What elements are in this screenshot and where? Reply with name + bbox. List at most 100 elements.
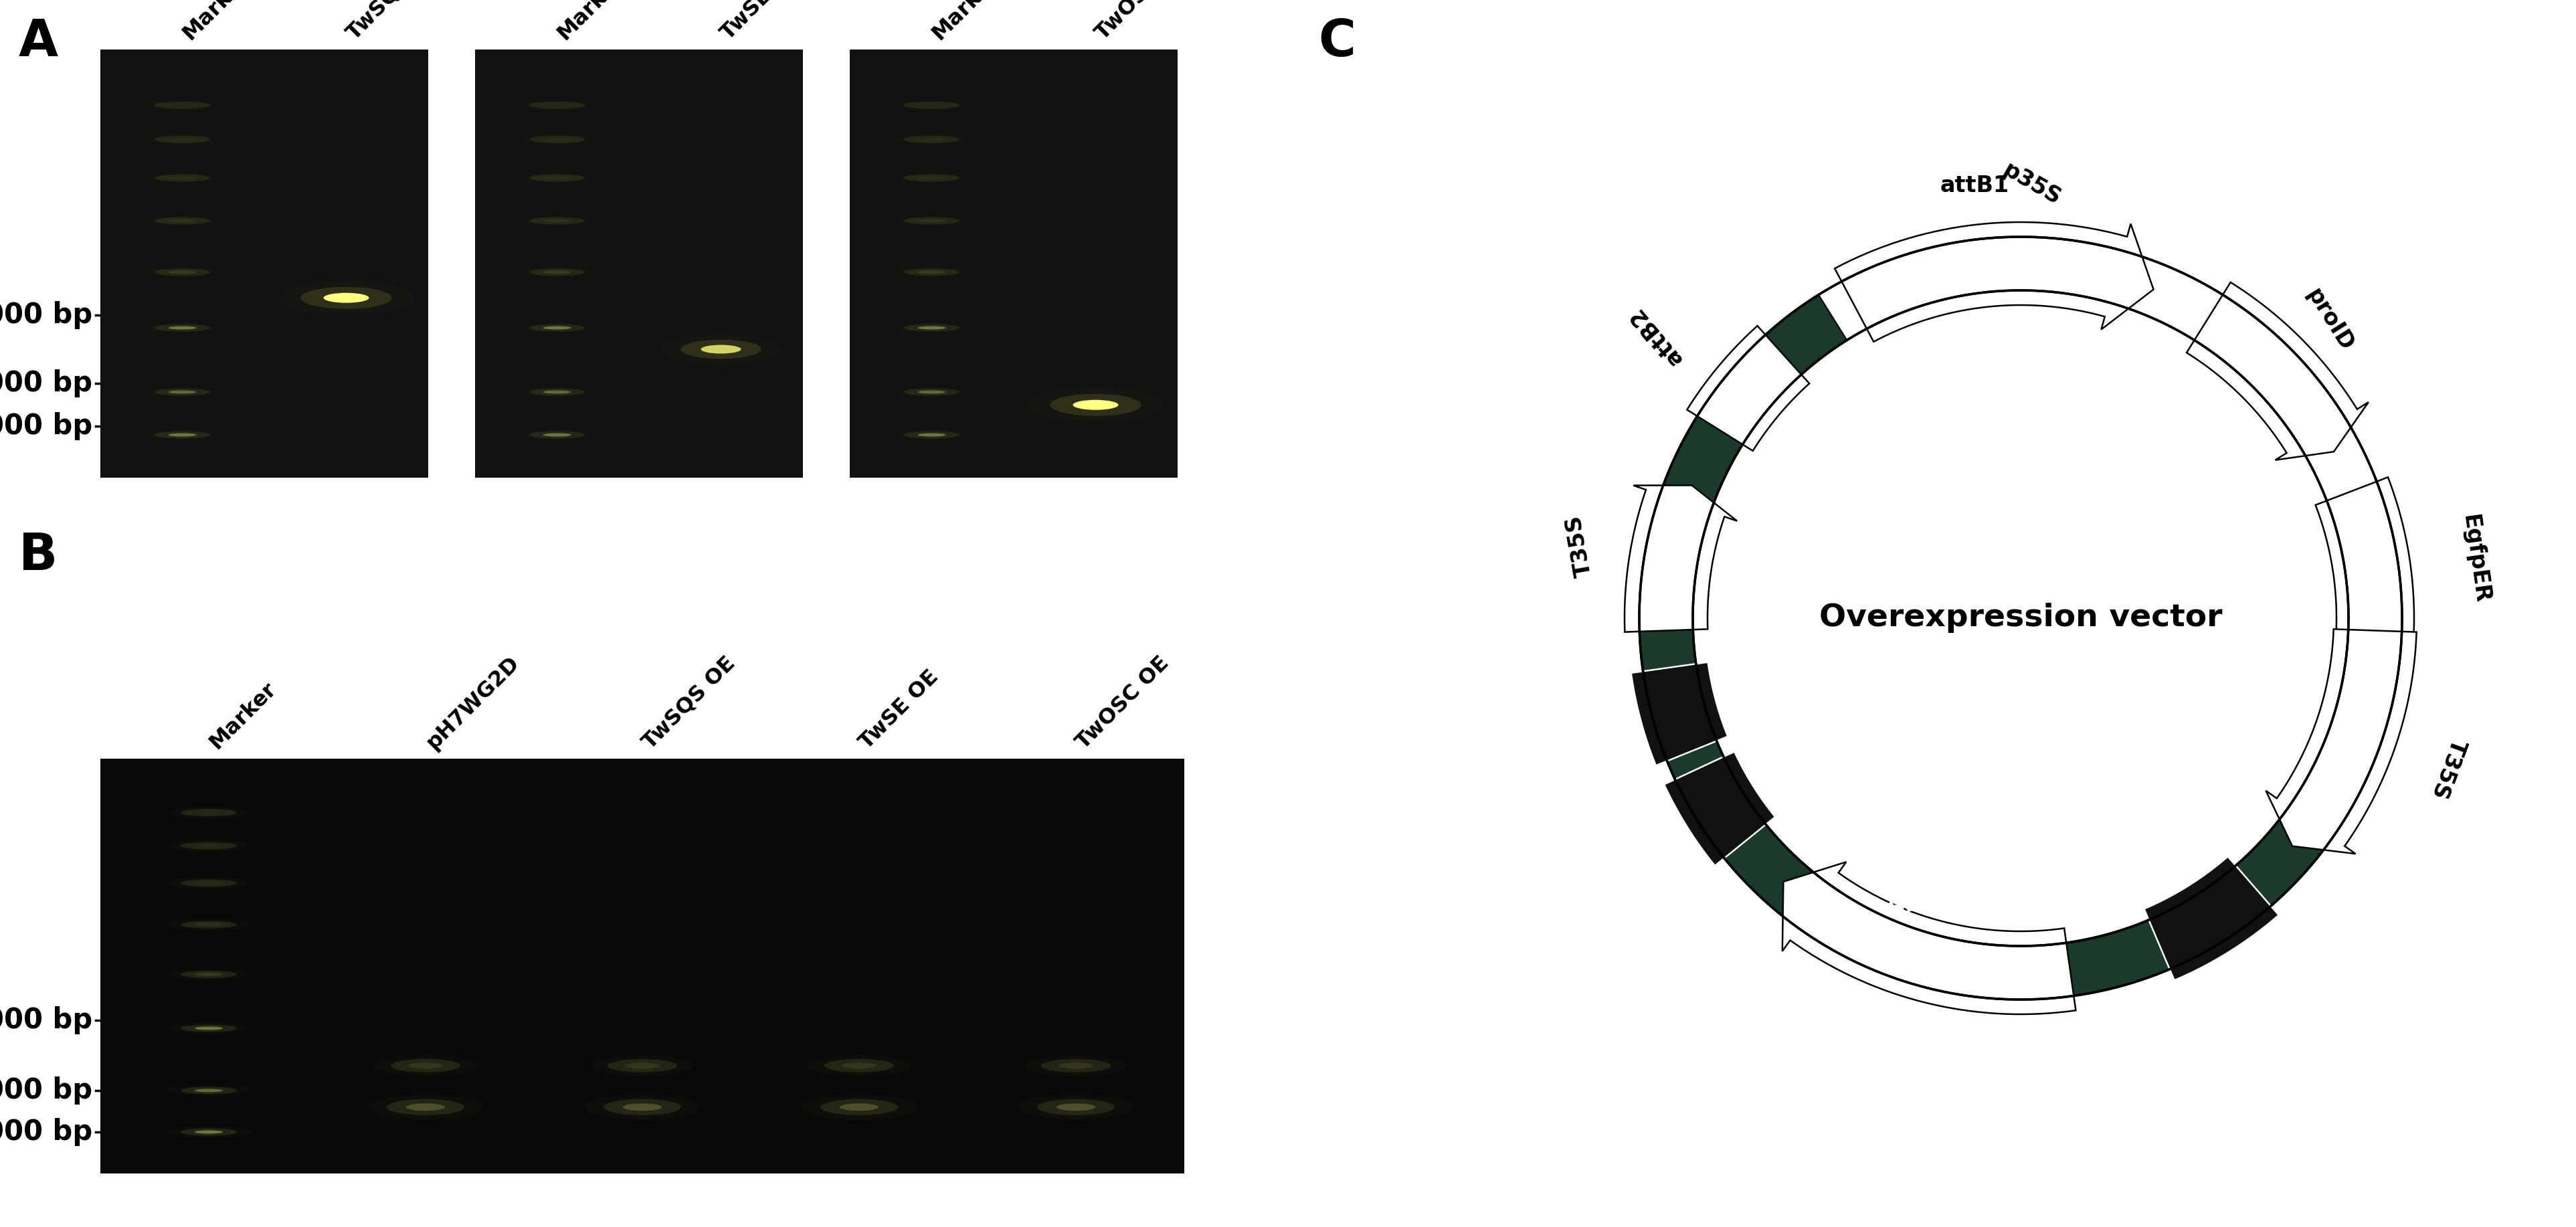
Ellipse shape [904, 324, 961, 331]
Ellipse shape [167, 103, 196, 107]
Ellipse shape [515, 387, 600, 398]
Text: TwSQS OE: TwSQS OE [343, 0, 443, 44]
Ellipse shape [1028, 388, 1164, 422]
Ellipse shape [917, 433, 945, 437]
Text: LB: LB [1754, 755, 1788, 794]
Ellipse shape [889, 321, 974, 334]
Bar [100, 758, 1185, 1173]
Ellipse shape [528, 269, 585, 276]
Ellipse shape [139, 429, 224, 440]
Ellipse shape [608, 1059, 677, 1072]
Ellipse shape [603, 1099, 680, 1115]
Text: 1000 bp: 1000 bp [0, 1006, 93, 1034]
Text: TwSQS OE: TwSQS OE [639, 653, 739, 753]
Ellipse shape [917, 137, 945, 141]
Ellipse shape [407, 1103, 446, 1110]
Ellipse shape [904, 269, 961, 276]
Ellipse shape [659, 334, 781, 364]
Ellipse shape [701, 345, 742, 353]
Text: 2000 bp: 2000 bp [0, 369, 93, 398]
Ellipse shape [278, 280, 415, 315]
Text: C: C [1319, 17, 1355, 67]
Text: TwSE OE: TwSE OE [855, 666, 943, 753]
Ellipse shape [904, 217, 961, 225]
Ellipse shape [167, 1022, 250, 1034]
Polygon shape [1664, 752, 1775, 866]
Ellipse shape [544, 433, 572, 437]
Ellipse shape [167, 806, 250, 818]
Text: 3000 bp: 3000 bp [0, 1118, 93, 1146]
Ellipse shape [917, 220, 945, 222]
Text: Marker: Marker [178, 0, 252, 44]
Ellipse shape [139, 321, 224, 334]
Ellipse shape [623, 1103, 662, 1110]
Bar [100, 49, 428, 477]
Ellipse shape [917, 326, 945, 330]
Text: EgfpER: EgfpER [2458, 513, 2494, 605]
Ellipse shape [180, 1087, 237, 1094]
Polygon shape [2143, 856, 2280, 980]
Ellipse shape [528, 102, 585, 109]
Ellipse shape [167, 433, 196, 437]
Ellipse shape [386, 1099, 464, 1115]
Ellipse shape [180, 921, 237, 929]
Text: A: A [18, 17, 59, 67]
Ellipse shape [167, 270, 196, 274]
Polygon shape [2316, 477, 2414, 653]
Ellipse shape [544, 137, 572, 141]
Polygon shape [1638, 237, 2401, 1000]
Ellipse shape [139, 387, 224, 398]
Ellipse shape [680, 340, 760, 358]
Text: proID: proID [2303, 285, 2357, 355]
Ellipse shape [180, 1129, 237, 1136]
Text: TwSE OE: TwSE OE [719, 0, 804, 44]
Ellipse shape [889, 215, 974, 227]
Ellipse shape [840, 1103, 878, 1110]
Text: B: B [18, 531, 57, 580]
Ellipse shape [1023, 1055, 1128, 1076]
Text: TwOSC OE: TwOSC OE [1072, 653, 1172, 753]
Ellipse shape [904, 102, 961, 109]
Ellipse shape [155, 217, 211, 225]
Polygon shape [1906, 226, 2004, 317]
Polygon shape [1819, 237, 2383, 517]
Ellipse shape [590, 1055, 696, 1076]
Text: T35S: T35S [1564, 513, 1595, 578]
Ellipse shape [167, 177, 196, 179]
Ellipse shape [904, 389, 961, 396]
Ellipse shape [544, 270, 572, 274]
Ellipse shape [806, 1055, 912, 1076]
Ellipse shape [528, 431, 585, 438]
Ellipse shape [585, 1094, 701, 1120]
Ellipse shape [904, 431, 961, 438]
Text: HYG: HYG [1718, 666, 1754, 723]
Ellipse shape [528, 174, 585, 182]
Ellipse shape [139, 215, 224, 227]
Ellipse shape [819, 1099, 899, 1115]
Ellipse shape [139, 172, 224, 184]
Text: TwOSC OE: TwOSC OE [1092, 0, 1193, 44]
Ellipse shape [917, 390, 945, 394]
Ellipse shape [528, 217, 585, 225]
Ellipse shape [368, 1094, 484, 1120]
Polygon shape [2267, 629, 2416, 854]
Text: Marker: Marker [554, 0, 629, 44]
Ellipse shape [180, 880, 237, 887]
Ellipse shape [155, 431, 211, 438]
Ellipse shape [155, 389, 211, 396]
Text: OE: OE [1868, 272, 1909, 306]
Ellipse shape [889, 99, 974, 110]
Ellipse shape [824, 1059, 894, 1072]
Ellipse shape [196, 1130, 222, 1134]
Ellipse shape [544, 326, 572, 330]
Text: 1000 bp: 1000 bp [0, 301, 93, 329]
Ellipse shape [515, 172, 600, 184]
Ellipse shape [155, 269, 211, 276]
Ellipse shape [889, 387, 974, 398]
Ellipse shape [1038, 1099, 1115, 1115]
Ellipse shape [544, 103, 572, 107]
Text: attB2: attB2 [1625, 303, 1687, 369]
Text: 3000 bp: 3000 bp [0, 412, 93, 440]
Ellipse shape [544, 390, 572, 394]
Text: Sm/SpR: Sm/SpR [1886, 872, 1986, 921]
